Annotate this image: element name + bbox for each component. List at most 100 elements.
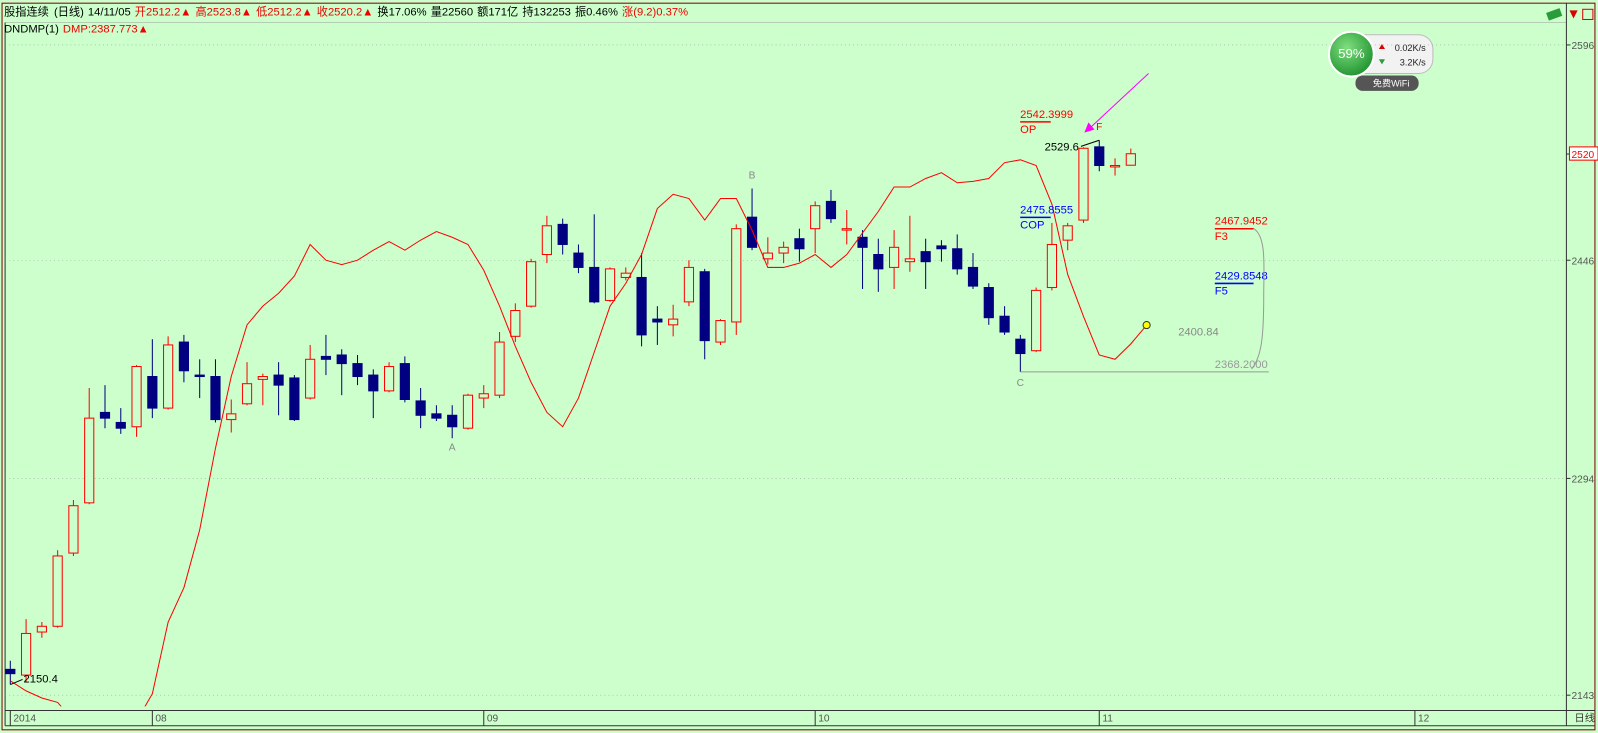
- widget-percent: 59%: [1338, 46, 1365, 61]
- candle-body: [1031, 289, 1042, 352]
- candle-body: [194, 374, 205, 378]
- header-text: 量22560: [431, 5, 473, 18]
- pointer: [10, 678, 23, 686]
- candle-body: [526, 261, 537, 307]
- candle-body: [573, 252, 584, 268]
- wifi-label: 免费WiFi: [1373, 78, 1410, 89]
- header-text: 股指连续: [4, 4, 49, 18]
- header-text: 涨: [622, 5, 633, 18]
- candle-body: [462, 394, 474, 429]
- candle-body: [810, 205, 821, 230]
- candle-body: [52, 555, 63, 627]
- level-value: 2368.2000: [1215, 359, 1268, 371]
- candle-body: [731, 228, 742, 323]
- candle-body: [447, 414, 458, 428]
- candle-body: [320, 355, 332, 360]
- price-box: [1568, 146, 1598, 161]
- header-text: DNDMP(1): [4, 24, 59, 36]
- top-icons: [1546, 8, 1594, 21]
- candle-body: [368, 374, 379, 392]
- candle-body: [967, 266, 979, 287]
- y-tick-label: 2520: [1572, 150, 1595, 161]
- candle-body: [289, 377, 300, 421]
- header-text: 换17.06%: [377, 4, 426, 18]
- header-text: 2520.2: [328, 6, 362, 18]
- header-text: ▲: [180, 6, 191, 18]
- candle-body: [383, 365, 395, 392]
- header-text: DMP:: [63, 24, 91, 36]
- candle-body: [778, 246, 789, 254]
- candle-body: [241, 383, 253, 405]
- candle-body: [936, 245, 947, 250]
- down-arrow: [1378, 59, 1386, 65]
- candle-body: [68, 505, 79, 554]
- candle-body: [999, 315, 1010, 333]
- candle-body: [888, 246, 900, 268]
- candle-body: [920, 251, 931, 263]
- candle-body: [147, 376, 158, 409]
- y-tick-label: 2294: [1572, 475, 1595, 486]
- candle-body: [36, 625, 47, 633]
- header-text: 2512.2: [267, 6, 301, 18]
- download-speed: 3.2K/s: [1400, 57, 1426, 67]
- point-label: B: [749, 170, 756, 181]
- candle-body: [746, 216, 758, 248]
- candle-body: [699, 271, 710, 342]
- y-tick-label: 2446: [1572, 256, 1595, 267]
- header-text: 振0.46%: [575, 4, 618, 18]
- upload-speed: 0.02K/s: [1395, 43, 1426, 53]
- header-text: 低: [256, 5, 267, 18]
- level-value: 2542.3999: [1020, 109, 1073, 121]
- widget-ball[interactable]: [1327, 30, 1375, 78]
- header-text: ▲: [138, 24, 149, 36]
- point-label: C: [1017, 378, 1024, 389]
- net-widget: 59% 0.02K/s 3.2K/s 免费WiFi: [1327, 30, 1434, 91]
- candle-body: [794, 238, 805, 250]
- candle-body: [1046, 243, 1058, 289]
- candle-body: [5, 668, 16, 675]
- icon[interactable]: [1569, 10, 1578, 19]
- plot-area: 2400.84 2542.3999 OP 2475.8555 COP 2467.9452 F…: [5, 44, 1567, 707]
- level-value: 2475.8555: [1020, 204, 1073, 216]
- x-tick-label: 2014: [13, 714, 36, 725]
- y-tick-label: 2596: [1572, 41, 1595, 52]
- header-text: ▲: [241, 6, 252, 18]
- period-label: 日线: [1575, 712, 1595, 725]
- candle-body: [20, 632, 32, 676]
- level-name: COP: [1020, 220, 1044, 232]
- header-text: 额171亿: [477, 5, 518, 18]
- header-text: 收: [317, 4, 328, 18]
- header-text: 14/11/05: [88, 6, 131, 18]
- x-tick-label: 12: [1418, 714, 1430, 725]
- candle-body: [352, 363, 363, 378]
- header-text: (日线): [54, 4, 84, 18]
- indicator-line: [10, 159, 1148, 707]
- candle-body: [589, 266, 600, 303]
- candle-body: [762, 252, 773, 260]
- candle-body: [873, 253, 884, 270]
- indicator-line: DNDMP(1) DMP:2387.773▲: [4, 24, 149, 36]
- level-name: F3: [1215, 231, 1228, 243]
- point-label: A: [449, 442, 456, 453]
- candle-body: [84, 417, 95, 504]
- header-text: 2512.2: [146, 6, 180, 18]
- candle-body: [952, 248, 963, 270]
- header-text: 开: [135, 6, 146, 18]
- low-label: 2150.4: [24, 674, 58, 686]
- wifi-pill[interactable]: [1355, 75, 1419, 91]
- forecast-dot: [1142, 320, 1151, 330]
- candle-body: [1015, 338, 1026, 355]
- header-text: ▲: [302, 6, 313, 18]
- candle-body: [825, 200, 837, 220]
- candle-body: [983, 287, 994, 319]
- candle-body: [683, 266, 695, 303]
- icon[interactable]: [1582, 8, 1594, 20]
- forecast-label: 2400.84: [1178, 326, 1218, 338]
- pointer: [1080, 139, 1100, 147]
- bracket: [1251, 227, 1265, 370]
- icon[interactable]: [1546, 8, 1563, 21]
- candle-body: [163, 344, 174, 409]
- candle-body: [478, 393, 489, 399]
